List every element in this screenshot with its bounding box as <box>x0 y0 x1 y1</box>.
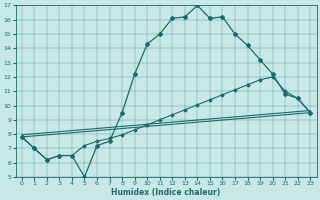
X-axis label: Humidex (Indice chaleur): Humidex (Indice chaleur) <box>111 188 221 197</box>
